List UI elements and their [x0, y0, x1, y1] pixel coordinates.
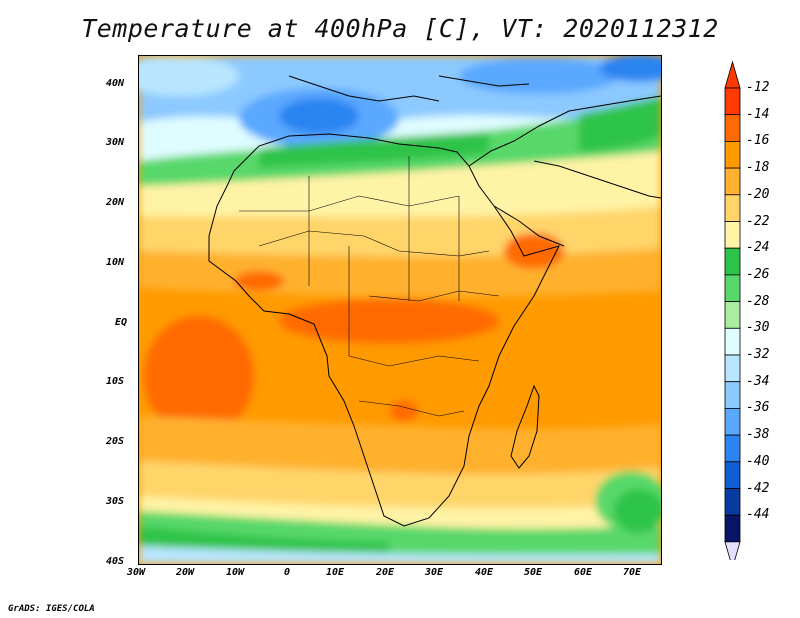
lon-label: 10W — [226, 567, 245, 578]
colorbar-swatch — [724, 354, 741, 383]
lat-label: 30N — [106, 137, 125, 148]
colorbar-label: -44 — [746, 507, 770, 523]
colorbar-label: -42 — [746, 480, 770, 496]
colorbar-label: -28 — [746, 293, 770, 309]
colorbar-label: -20 — [746, 186, 770, 202]
map-frame — [138, 55, 662, 565]
colorbar-swatch — [724, 461, 741, 489]
lat-label: 40N — [106, 78, 125, 89]
lon-label: 10E — [326, 567, 345, 578]
colorbar-swatch — [724, 381, 741, 409]
colorbar-swatch — [724, 114, 741, 142]
lon-label: 0 — [284, 567, 291, 578]
colorbar-swatch — [724, 434, 741, 463]
lon-label: 20E — [376, 567, 395, 578]
temperature-field — [139, 56, 661, 564]
colorbar-bottom-arrow — [724, 541, 741, 560]
lat-label: 30S — [106, 496, 125, 507]
colorbar-label: -34 — [746, 373, 770, 389]
colorbar-swatch — [724, 407, 741, 436]
colorbar-swatch — [724, 141, 741, 169]
lat-label: 10N — [106, 257, 125, 268]
lat-label: 40S — [106, 556, 125, 567]
colorbar-swatch — [724, 327, 741, 356]
map-title: Temperature at 400hPa [C], VT: 202011231… — [81, 14, 719, 43]
colorbar-label: -40 — [746, 453, 770, 469]
colorbar-swatch — [724, 274, 741, 302]
colorbar-swatch — [724, 221, 741, 249]
lon-label: 30E — [425, 567, 444, 578]
colorbar-label: -22 — [746, 213, 770, 229]
colorbar-label: -14 — [746, 106, 770, 122]
colorbar-label: -26 — [746, 266, 770, 282]
colorbar-swatch — [724, 514, 741, 543]
colorbar-label: -24 — [746, 240, 770, 256]
colorbar-label: -30 — [746, 320, 770, 336]
lat-label: 20N — [106, 197, 125, 208]
colorbar-top-arrow — [724, 60, 741, 89]
credit-text: GrADS: IGES/COLA — [8, 604, 95, 614]
colorbar-swatch — [724, 488, 741, 516]
colorbar-swatch — [724, 194, 741, 222]
colorbar — [724, 60, 741, 560]
country-borders — [239, 156, 500, 417]
colorbar-label: -16 — [746, 133, 770, 149]
colorbar-label: -36 — [746, 400, 770, 416]
lat-label: 20S — [106, 436, 125, 447]
lon-label: 70E — [623, 567, 642, 578]
lon-label: 50E — [524, 567, 543, 578]
colorbar-label: -12 — [746, 80, 770, 95]
colorbar-swatch — [724, 167, 741, 196]
lon-label: 30W — [127, 567, 146, 578]
colorbar-label: -18 — [746, 160, 770, 176]
colorbar-swatch — [724, 247, 741, 276]
lat-label: 10S — [106, 376, 125, 387]
lon-label: 40E — [475, 567, 494, 578]
lon-label: 60E — [574, 567, 593, 578]
colorbar-label: -38 — [746, 427, 770, 443]
colorbar-label: -32 — [746, 347, 770, 362]
lat-label: EQ — [115, 317, 128, 328]
coastlines — [208, 75, 661, 527]
colorbar-swatch — [724, 301, 741, 329]
colorbar-swatch — [724, 87, 741, 116]
lon-label: 20W — [176, 567, 195, 578]
